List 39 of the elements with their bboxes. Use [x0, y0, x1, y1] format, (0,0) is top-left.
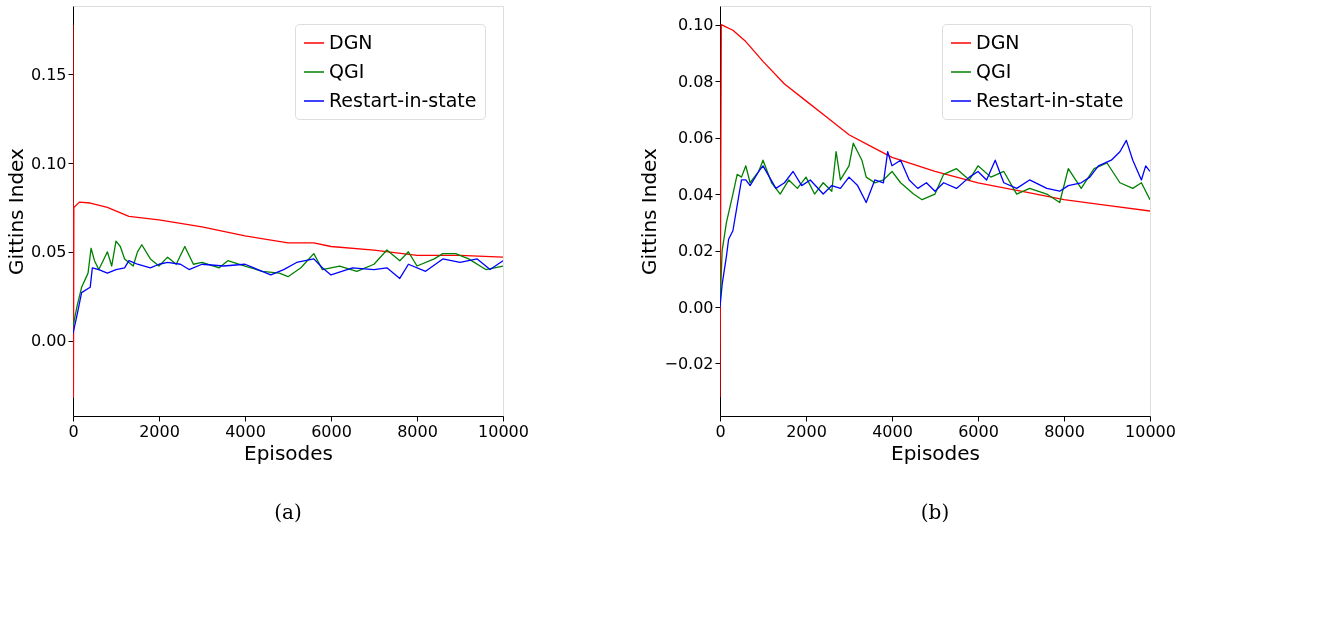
y-axis-title: Gittins Index [3, 147, 28, 275]
x-tick-label: 10000 [1125, 421, 1176, 441]
text: (b) [920, 500, 950, 524]
text: (a) [274, 500, 302, 524]
y-tick-label: −0.02 [664, 353, 714, 373]
line-series [73, 240, 503, 328]
line-series [73, 258, 503, 335]
legend-label: Restart-in-state [976, 89, 1124, 111]
legend-label: DGN [329, 31, 373, 53]
x-tick-label: 4000 [872, 421, 913, 441]
x-tick-label: 10000 [478, 421, 529, 441]
x-tick-label: 6000 [958, 421, 999, 441]
line-series [720, 23, 1150, 399]
legend-label: QGI [329, 60, 365, 82]
x-tick-label: 2000 [786, 421, 827, 441]
x-tick-label: 8000 [1044, 421, 1085, 441]
y-axis-title: Gittins Index [637, 147, 662, 275]
x-tick-label: 0 [715, 421, 726, 441]
legend-label: Restart-in-state [329, 89, 477, 111]
x-tick-label: 8000 [397, 421, 438, 441]
y-tick-label: 0.10 [30, 153, 67, 173]
x-tick-label: 6000 [311, 421, 352, 441]
line-series [73, 23, 503, 399]
y-tick-label: 0.00 [30, 331, 67, 351]
y-tick-label: 0.06 [677, 128, 714, 148]
x-tick-label: 4000 [225, 421, 266, 441]
y-tick-label: 0.00 [677, 297, 714, 317]
x-tick-label: 0 [68, 421, 79, 441]
x-axis-title: Episodes [244, 440, 333, 465]
x-axis-title: Episodes [891, 440, 980, 465]
legend-label: QGI [976, 60, 1012, 82]
y-tick-label: 0.08 [677, 71, 714, 91]
y-tick-label: 0.05 [30, 242, 67, 262]
y-tick-label: 0.04 [677, 184, 714, 204]
y-tick-label: 0.10 [677, 15, 714, 35]
legend-label: DGN [976, 31, 1020, 53]
x-tick-label: 2000 [139, 421, 180, 441]
y-tick-label: 0.15 [30, 64, 67, 84]
y-tick-label: 0.02 [677, 241, 714, 261]
